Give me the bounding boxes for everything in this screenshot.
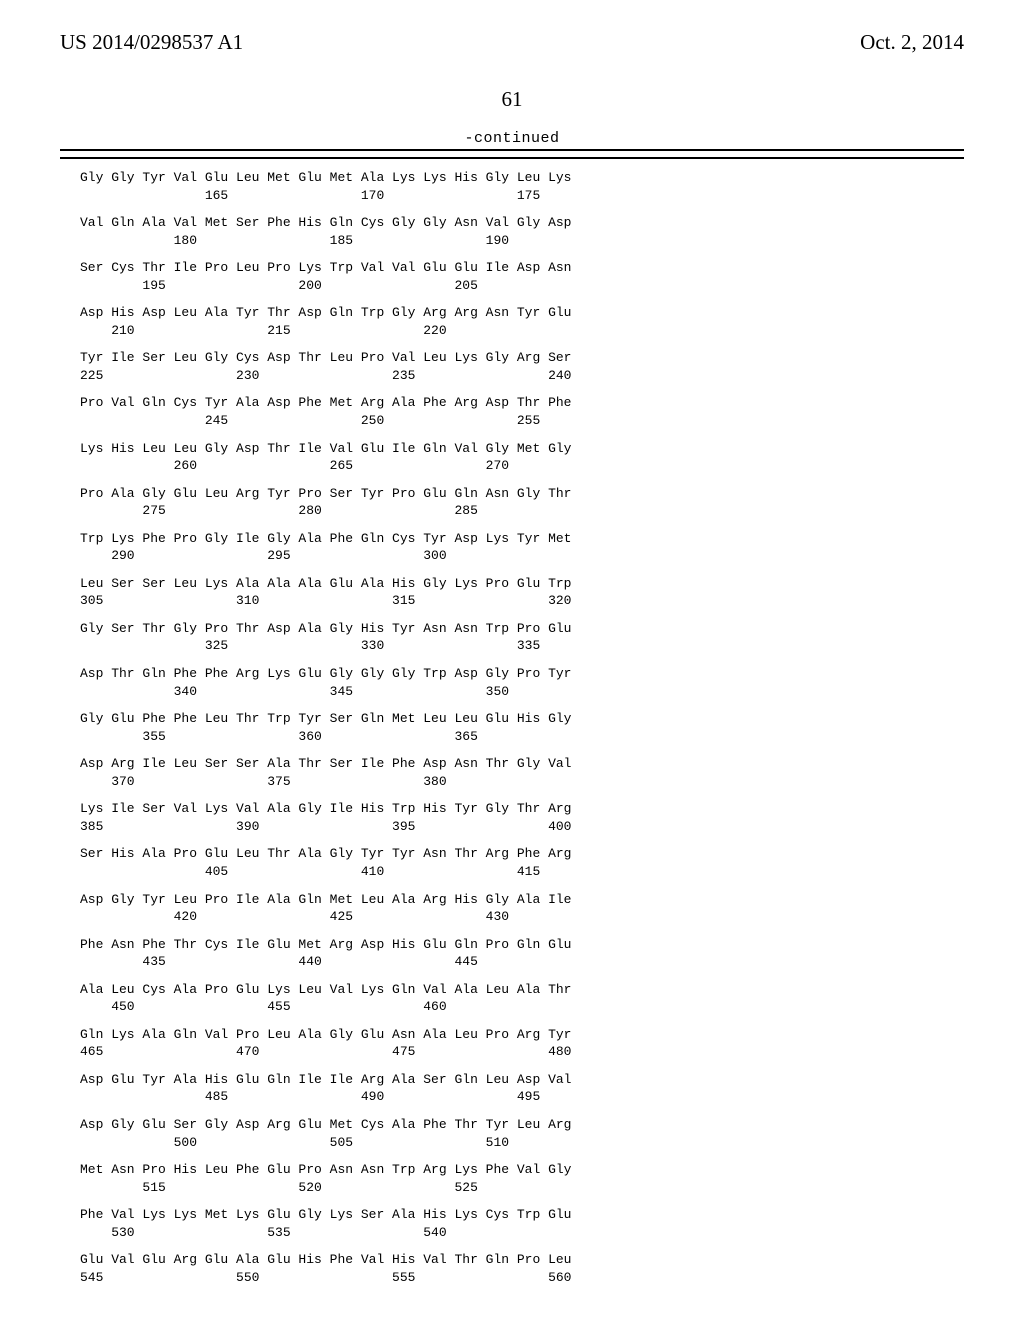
sequence-group: Asp Gly Glu Ser Gly Asp Arg Glu Met Cys … (80, 1116, 1024, 1151)
position-numbers-line: 385 390 395 400 (80, 818, 1024, 836)
sequence-group: Asp Arg Ile Leu Ser Ser Ala Thr Ser Ile … (80, 755, 1024, 790)
position-numbers-line: 355 360 365 (80, 728, 1024, 746)
amino-acid-line: Asp Gly Tyr Leu Pro Ile Ala Gln Met Leu … (80, 891, 1024, 909)
amino-acid-line: Ser His Ala Pro Glu Leu Thr Ala Gly Tyr … (80, 845, 1024, 863)
amino-acid-line: Ala Leu Cys Ala Pro Glu Lys Leu Val Lys … (80, 981, 1024, 999)
amino-acid-line: Val Gln Ala Val Met Ser Phe His Gln Cys … (80, 214, 1024, 232)
position-numbers-line: 530 535 540 (80, 1224, 1024, 1242)
amino-acid-line: Asp Thr Gln Phe Phe Arg Lys Glu Gly Gly … (80, 665, 1024, 683)
position-numbers-line: 420 425 430 (80, 908, 1024, 926)
amino-acid-line: Pro Val Gln Cys Tyr Ala Asp Phe Met Arg … (80, 394, 1024, 412)
amino-acid-line: Phe Asn Phe Thr Cys Ile Glu Met Arg Asp … (80, 936, 1024, 954)
position-numbers-line: 275 280 285 (80, 502, 1024, 520)
amino-acid-line: Glu Val Glu Arg Glu Ala Glu His Phe Val … (80, 1251, 1024, 1269)
position-numbers-line: 545 550 555 560 (80, 1269, 1024, 1287)
sequence-group: Glu Val Glu Arg Glu Ala Glu His Phe Val … (80, 1251, 1024, 1286)
top-rule-2 (60, 157, 964, 159)
amino-acid-line: Ser Cys Thr Ile Pro Leu Pro Lys Trp Val … (80, 259, 1024, 277)
sequence-group: Lys His Leu Leu Gly Asp Thr Ile Val Glu … (80, 440, 1024, 475)
position-numbers-line: 450 455 460 (80, 998, 1024, 1016)
sequence-group: Phe Val Lys Lys Met Lys Glu Gly Lys Ser … (80, 1206, 1024, 1241)
amino-acid-line: Leu Ser Ser Leu Lys Ala Ala Ala Glu Ala … (80, 575, 1024, 593)
amino-acid-line: Gln Lys Ala Gln Val Pro Leu Ala Gly Glu … (80, 1026, 1024, 1044)
position-numbers-line: 465 470 475 480 (80, 1043, 1024, 1061)
position-numbers-line: 305 310 315 320 (80, 592, 1024, 610)
amino-acid-line: Lys Ile Ser Val Lys Val Ala Gly Ile His … (80, 800, 1024, 818)
amino-acid-line: Met Asn Pro His Leu Phe Glu Pro Asn Asn … (80, 1161, 1024, 1179)
publication-number: US 2014/0298537 A1 (60, 30, 243, 55)
sequence-group: Met Asn Pro His Leu Phe Glu Pro Asn Asn … (80, 1161, 1024, 1196)
sequence-group: Asp Gly Tyr Leu Pro Ile Ala Gln Met Leu … (80, 891, 1024, 926)
position-numbers-line: 260 265 270 (80, 457, 1024, 475)
sequence-group: Trp Lys Phe Pro Gly Ile Gly Ala Phe Gln … (80, 530, 1024, 565)
position-numbers-line: 180 185 190 (80, 232, 1024, 250)
position-numbers-line: 370 375 380 (80, 773, 1024, 791)
position-numbers-line: 195 200 205 (80, 277, 1024, 295)
sequence-group: Phe Asn Phe Thr Cys Ile Glu Met Arg Asp … (80, 936, 1024, 971)
position-numbers-line: 435 440 445 (80, 953, 1024, 971)
sequence-group: Asp Glu Tyr Ala His Glu Gln Ile Ile Arg … (80, 1071, 1024, 1106)
sequence-group: Asp Thr Gln Phe Phe Arg Lys Glu Gly Gly … (80, 665, 1024, 700)
sequence-group: Leu Ser Ser Leu Lys Ala Ala Ala Glu Ala … (80, 575, 1024, 610)
position-numbers-line: 515 520 525 (80, 1179, 1024, 1197)
sequence-group: Gly Gly Tyr Val Glu Leu Met Glu Met Ala … (80, 169, 1024, 204)
position-numbers-line: 485 490 495 (80, 1088, 1024, 1106)
position-numbers-line: 340 345 350 (80, 683, 1024, 701)
amino-acid-line: Gly Ser Thr Gly Pro Thr Asp Ala Gly His … (80, 620, 1024, 638)
amino-acid-line: Asp Arg Ile Leu Ser Ser Ala Thr Ser Ile … (80, 755, 1024, 773)
amino-acid-line: Asp Glu Tyr Ala His Glu Gln Ile Ile Arg … (80, 1071, 1024, 1089)
sequence-group: Gly Ser Thr Gly Pro Thr Asp Ala Gly His … (80, 620, 1024, 655)
amino-acid-line: Gly Glu Phe Phe Leu Thr Trp Tyr Ser Gln … (80, 710, 1024, 728)
amino-acid-line: Trp Lys Phe Pro Gly Ile Gly Ala Phe Gln … (80, 530, 1024, 548)
sequence-listing: Gly Gly Tyr Val Glu Leu Met Glu Met Ala … (80, 169, 1024, 1286)
amino-acid-line: Lys His Leu Leu Gly Asp Thr Ile Val Glu … (80, 440, 1024, 458)
sequence-group: Lys Ile Ser Val Lys Val Ala Gly Ile His … (80, 800, 1024, 835)
position-numbers-line: 325 330 335 (80, 637, 1024, 655)
position-numbers-line: 290 295 300 (80, 547, 1024, 565)
page-header: US 2014/0298537 A1 Oct. 2, 2014 (0, 0, 1024, 55)
sequence-group: Ser Cys Thr Ile Pro Leu Pro Lys Trp Val … (80, 259, 1024, 294)
top-rule (60, 149, 964, 151)
sequence-group: Asp His Asp Leu Ala Tyr Thr Asp Gln Trp … (80, 304, 1024, 339)
sequence-group: Val Gln Ala Val Met Ser Phe His Gln Cys … (80, 214, 1024, 249)
position-numbers-line: 210 215 220 (80, 322, 1024, 340)
sequence-group: Ser His Ala Pro Glu Leu Thr Ala Gly Tyr … (80, 845, 1024, 880)
position-numbers-line: 500 505 510 (80, 1134, 1024, 1152)
position-numbers-line: 405 410 415 (80, 863, 1024, 881)
amino-acid-line: Tyr Ile Ser Leu Gly Cys Asp Thr Leu Pro … (80, 349, 1024, 367)
position-numbers-line: 225 230 235 240 (80, 367, 1024, 385)
position-numbers-line: 245 250 255 (80, 412, 1024, 430)
page-container: US 2014/0298537 A1 Oct. 2, 2014 61 -cont… (0, 0, 1024, 1320)
amino-acid-line: Pro Ala Gly Glu Leu Arg Tyr Pro Ser Tyr … (80, 485, 1024, 503)
sequence-group: Gly Glu Phe Phe Leu Thr Trp Tyr Ser Gln … (80, 710, 1024, 745)
amino-acid-line: Asp Gly Glu Ser Gly Asp Arg Glu Met Cys … (80, 1116, 1024, 1134)
amino-acid-line: Phe Val Lys Lys Met Lys Glu Gly Lys Ser … (80, 1206, 1024, 1224)
sequence-group: Gln Lys Ala Gln Val Pro Leu Ala Gly Glu … (80, 1026, 1024, 1061)
sequence-group: Pro Val Gln Cys Tyr Ala Asp Phe Met Arg … (80, 394, 1024, 429)
position-numbers-line: 165 170 175 (80, 187, 1024, 205)
sequence-group: Ala Leu Cys Ala Pro Glu Lys Leu Val Lys … (80, 981, 1024, 1016)
sequence-group: Pro Ala Gly Glu Leu Arg Tyr Pro Ser Tyr … (80, 485, 1024, 520)
page-number: 61 (0, 87, 1024, 112)
amino-acid-line: Gly Gly Tyr Val Glu Leu Met Glu Met Ala … (80, 169, 1024, 187)
publication-date: Oct. 2, 2014 (860, 30, 964, 55)
continued-label: -continued (0, 130, 1024, 147)
sequence-group: Tyr Ile Ser Leu Gly Cys Asp Thr Leu Pro … (80, 349, 1024, 384)
amino-acid-line: Asp His Asp Leu Ala Tyr Thr Asp Gln Trp … (80, 304, 1024, 322)
